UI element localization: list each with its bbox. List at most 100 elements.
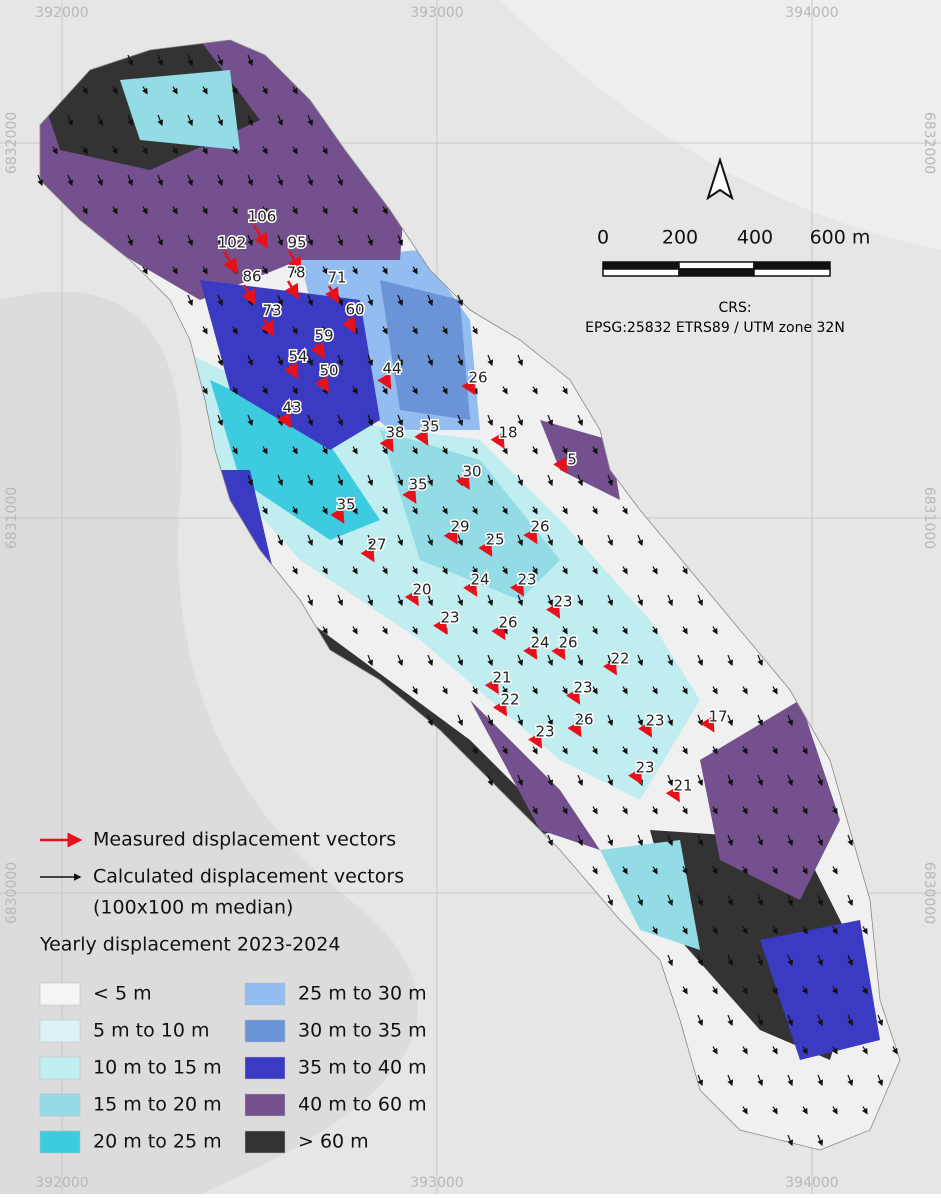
calc-vector: [292, 446, 298, 455]
calc-vector: [97, 174, 104, 187]
calc-vector: [457, 594, 464, 607]
vector-label: 26: [498, 614, 517, 632]
calc-vector: [652, 866, 658, 875]
legend-label: 25 m to 30 m: [298, 983, 427, 1005]
vector-label: 27: [367, 536, 386, 554]
calc-vector: [322, 626, 328, 635]
calc-vector: [517, 654, 524, 667]
grid-label: 6832000: [4, 112, 20, 174]
calc-vector: [202, 146, 208, 155]
calc-vector: [682, 986, 688, 995]
measured-vector: [325, 285, 340, 304]
legend-label: 5 m to 10 m: [93, 1020, 210, 1042]
vector-label: 17: [708, 708, 727, 726]
calc-vector: [247, 354, 254, 367]
calc-vector: [787, 1014, 794, 1027]
calc-vector: [457, 414, 464, 427]
measured-vector: [241, 284, 256, 306]
calc-vector: [187, 234, 194, 247]
legend-title: Yearly displacement 2023-2024: [39, 934, 340, 956]
calc-vector: [667, 654, 674, 667]
calc-vector: [382, 626, 388, 635]
vector-label: 106: [248, 208, 277, 226]
calc-vector: [322, 146, 328, 155]
legend-swatch: [39, 1056, 81, 1080]
calc-vector: [472, 566, 478, 575]
calc-vector: [217, 294, 224, 307]
calc-vector: [457, 294, 464, 307]
grid-label: 6831000: [4, 487, 20, 549]
calc-vector: [682, 866, 688, 875]
measured-vector: [404, 589, 419, 607]
calc-vector: [232, 86, 238, 95]
calc-vector: [607, 474, 614, 487]
calc-vector: [232, 206, 238, 215]
measured-vector: [546, 601, 561, 619]
calc-vector: [172, 266, 178, 275]
measured-vector: [490, 432, 505, 449]
calc-vector: [262, 146, 268, 155]
calc-vector: [592, 446, 598, 455]
calc-vector: [637, 654, 644, 667]
calc-vector: [202, 386, 208, 395]
calc-vector: [757, 954, 764, 967]
calc-vector: [742, 806, 748, 815]
calc-vector: [712, 1046, 718, 1055]
crs-title: CRS:: [718, 300, 751, 316]
calc-vector: [277, 474, 284, 487]
calc-vector: [592, 566, 598, 575]
calc-vector: [352, 386, 358, 395]
legend-text: Calculated displacement vectors: [93, 866, 404, 888]
calc-vector: [487, 354, 494, 367]
calc-vector: [127, 174, 134, 187]
calc-vector: [682, 806, 688, 815]
calc-vector: [547, 774, 554, 787]
calc-vector: [772, 746, 778, 755]
calc-vector: [727, 1074, 734, 1087]
calc-vector: [832, 1106, 838, 1115]
vector-label: 5: [567, 451, 577, 469]
calc-vector: [247, 414, 254, 427]
calc-vector: [262, 206, 268, 215]
vector-label: 95: [287, 234, 306, 252]
calc-vector: [247, 54, 254, 67]
legend-label: 20 m to 25 m: [93, 1131, 222, 1153]
calc-vector: [442, 386, 448, 395]
vector-label: 43: [282, 399, 301, 417]
calc-vector: [367, 654, 374, 667]
calc-vector: [622, 686, 628, 695]
calc-vector: [172, 206, 178, 215]
calc-vector: [652, 806, 658, 815]
calc-vector: [427, 654, 434, 667]
calc-vector: [727, 654, 734, 667]
calc-vector: [457, 714, 464, 727]
calc-vector: [142, 266, 148, 275]
calc-vector: [772, 1046, 778, 1055]
calc-vector: [652, 686, 658, 695]
calc-vector: [412, 326, 418, 335]
calc-vector: [457, 354, 464, 367]
legend-label: < 5 m: [93, 983, 152, 1005]
vector-label: 35: [336, 496, 355, 514]
scale-label: 0: [597, 227, 609, 249]
vector-label: 30: [462, 463, 481, 481]
measured-vector: [284, 280, 299, 300]
calc-vector: [817, 774, 824, 787]
grid-label: 6832000: [921, 112, 937, 174]
vector-label: 44: [382, 360, 401, 378]
calc-vector: [532, 566, 538, 575]
calc-vector: [67, 114, 74, 127]
calc-vector: [757, 654, 764, 667]
vector-label: 23: [645, 712, 664, 730]
calc-vector: [697, 594, 704, 607]
vector-label: 21: [492, 669, 511, 687]
calc-vector: [772, 806, 778, 815]
vector-label: 18: [498, 424, 517, 442]
calc-vector: [802, 986, 808, 995]
vector-label: 38: [385, 424, 404, 442]
calc-vector: [787, 774, 794, 787]
calc-vector: [442, 686, 448, 695]
calc-vector: [832, 986, 838, 995]
vector-label: 78: [286, 264, 305, 282]
calc-vector: [202, 86, 208, 95]
